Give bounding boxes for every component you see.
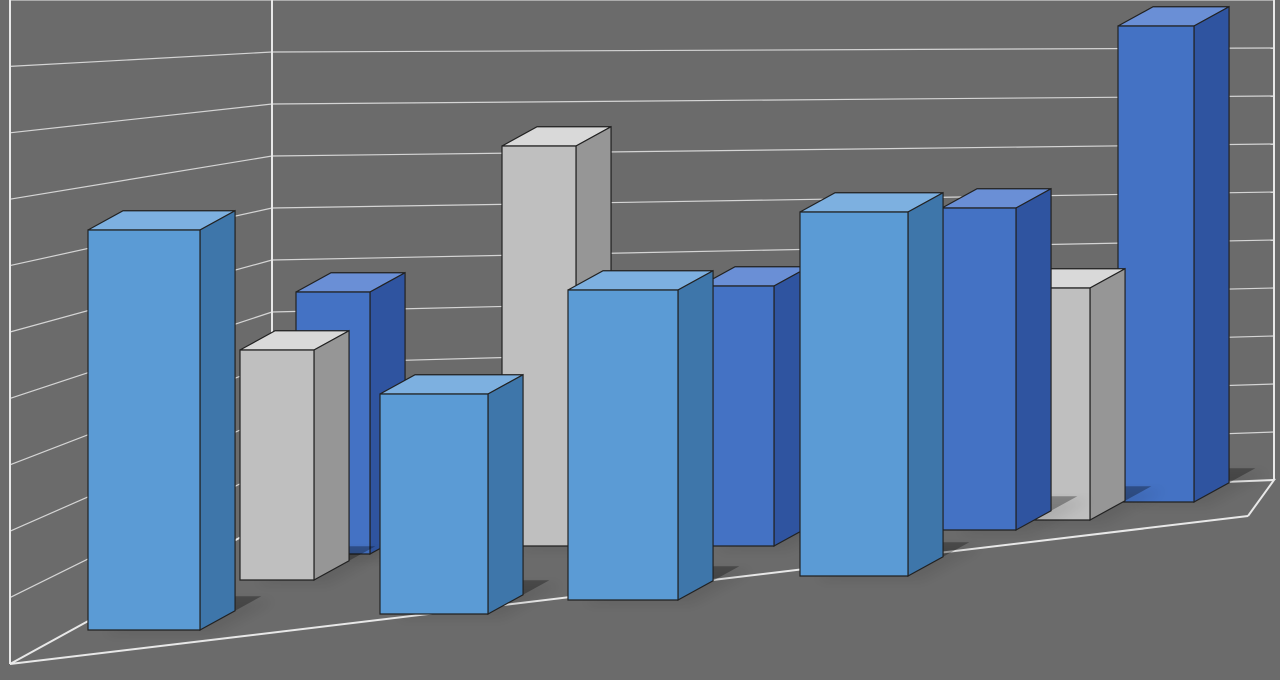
bar-chart-3d	[0, 0, 1280, 680]
bar-side	[488, 375, 523, 614]
bar	[568, 271, 739, 600]
bar-front	[1118, 26, 1194, 502]
bar-side	[314, 331, 349, 580]
bar-side	[1194, 7, 1229, 502]
bar-front	[240, 350, 314, 580]
bar-front	[380, 394, 488, 614]
bar-front	[942, 208, 1016, 530]
bar-side	[1016, 189, 1051, 530]
bar-front	[800, 212, 908, 576]
bar-side	[908, 193, 943, 576]
bar	[88, 211, 261, 630]
bar-front	[88, 230, 200, 630]
bar-side	[1090, 269, 1125, 520]
bar-front	[568, 290, 678, 600]
bar-side	[678, 271, 713, 600]
bar-side	[200, 211, 235, 630]
